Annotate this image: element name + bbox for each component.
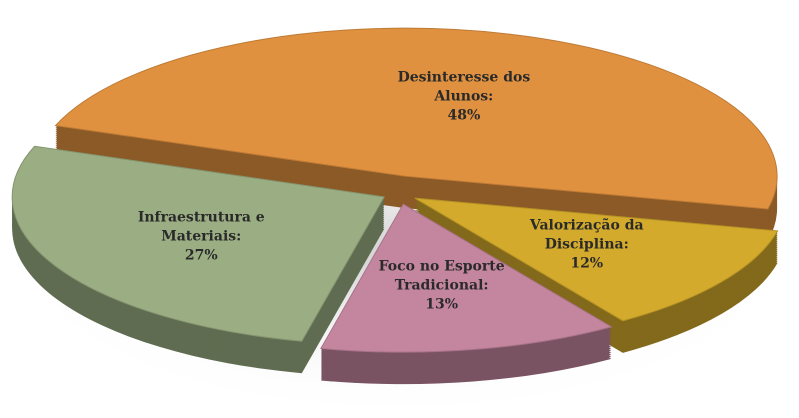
slice [414,197,779,322]
category-label: Foco no Esporte Tradicional: [378,258,505,294]
value-label: 27% [184,247,218,264]
category-label: Desinteresse dos Alunos: [397,69,531,105]
slice-label: Infraestrutura e Materiais: 27% [116,208,286,265]
slice [11,145,385,342]
slice [320,203,613,353]
category-label: Valorização da Disciplina: [529,217,644,253]
slice-label: Desinteresse dos Alunos: 48% [379,68,549,125]
category-label: Infraestrutura e Materiais: [137,209,265,245]
value-label: 12% [570,255,604,272]
slice-label: Foco no Esporte Tradicional: 13% [357,257,527,314]
slice-label: Valorização da Disciplina: 12% [502,216,672,273]
value-label: 48% [447,107,481,124]
slice [54,27,778,210]
value-label: 13% [425,296,459,313]
